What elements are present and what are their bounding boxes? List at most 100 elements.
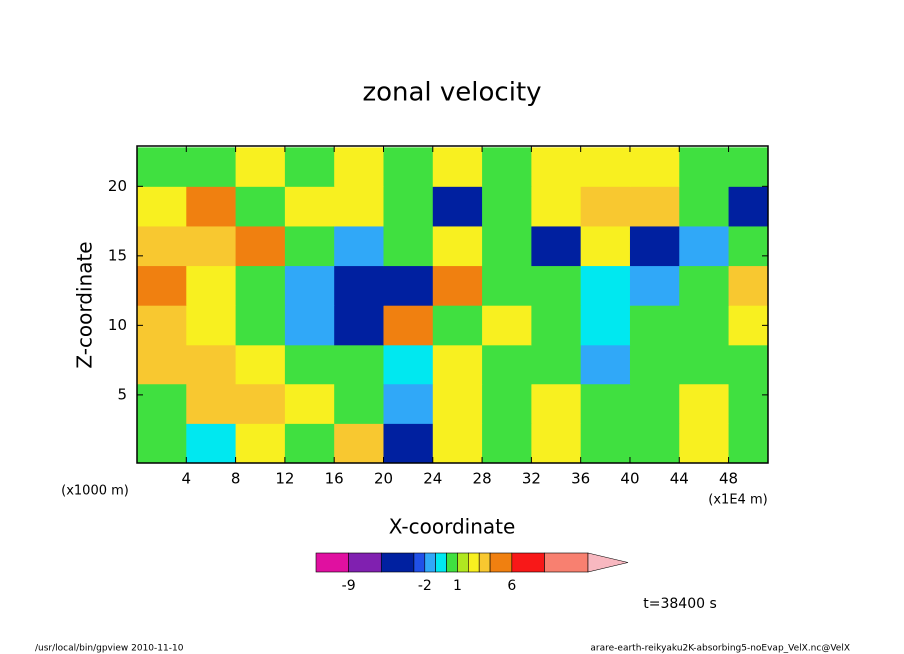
field-cell — [235, 383, 286, 424]
field-cell — [137, 423, 187, 463]
field-cell — [531, 344, 582, 385]
field-cell — [334, 305, 384, 346]
colorbar-swatch — [478, 552, 491, 573]
x-tick-label: 16 — [325, 470, 344, 488]
field-cell — [235, 186, 286, 227]
plot-frame — [136, 145, 769, 464]
field-cell — [679, 383, 730, 424]
field-cell — [728, 305, 768, 346]
y-unit: (x1000 m) — [61, 484, 129, 499]
field-cell — [383, 265, 434, 306]
x-tick-label: 28 — [473, 470, 492, 488]
field-cell — [629, 265, 680, 306]
field-cell — [728, 186, 768, 227]
field-cell — [235, 265, 286, 306]
field-cell — [531, 186, 582, 227]
colorbar-tick-label: -2 — [418, 578, 432, 594]
x-tick-label: 20 — [374, 470, 393, 488]
field-cell — [334, 186, 384, 227]
y-tick-label: 10 — [108, 316, 127, 334]
y-tick-label: 20 — [108, 177, 127, 195]
colorbar-over — [587, 552, 629, 573]
colorbar-swatch — [315, 552, 349, 573]
field-cell — [284, 186, 335, 227]
field-cell — [235, 147, 286, 187]
x-tick-label: 32 — [522, 470, 541, 488]
x-tick-label: 4 — [182, 470, 192, 488]
field-cell — [482, 305, 532, 346]
field-cell — [137, 344, 187, 385]
colorbar-swatch — [468, 552, 480, 573]
field-cell — [531, 423, 582, 463]
field-cell — [383, 147, 434, 187]
colorbar-swatch — [457, 552, 469, 573]
field-cell — [531, 383, 582, 424]
field-cell — [679, 147, 730, 187]
field-cell — [432, 344, 483, 385]
colorbar-swatch — [511, 552, 545, 573]
field-cell — [629, 147, 680, 187]
field-cell — [580, 305, 631, 346]
field-cell — [679, 186, 730, 227]
field-cell — [334, 225, 384, 267]
field-cell — [186, 383, 237, 424]
field-cell — [334, 423, 384, 463]
colorbar-swatch — [413, 552, 426, 573]
field-cell — [432, 225, 483, 267]
x-tick-label: 40 — [620, 470, 639, 488]
x-tick-label: 24 — [423, 470, 442, 488]
field-cell — [679, 423, 730, 463]
field-cell — [482, 344, 532, 385]
field-cell — [186, 265, 237, 306]
field-cell — [284, 344, 335, 385]
field-cell — [235, 305, 286, 346]
colorbar-swatch — [489, 552, 513, 573]
field-cell — [580, 423, 631, 463]
chart-title: zonal velocity — [362, 78, 541, 108]
colorbar-swatch — [544, 552, 589, 573]
field-cell — [482, 423, 532, 463]
field-cell — [383, 225, 434, 267]
field-cell — [186, 344, 237, 385]
field-cell — [629, 423, 680, 463]
x-tick-label: 48 — [719, 470, 738, 488]
field-cell — [580, 147, 631, 187]
field-cell — [284, 423, 335, 463]
field-cell — [482, 383, 532, 424]
field-cell — [284, 225, 335, 267]
field-cell — [679, 265, 730, 306]
colorbar-swatch — [348, 552, 382, 573]
field-cell — [482, 225, 532, 267]
field-cell — [137, 225, 187, 267]
field-cell — [629, 383, 680, 424]
x-unit: (x1E4 m) — [708, 493, 767, 508]
colorbar-swatch — [424, 552, 436, 573]
field-cell — [580, 265, 631, 306]
field-cell — [383, 344, 434, 385]
field-cell — [186, 225, 237, 267]
field-cell — [728, 265, 768, 306]
field-cell — [580, 383, 631, 424]
time-annotation: t=38400 s — [643, 596, 717, 612]
field-cell — [284, 383, 335, 424]
x-axis-label: X-coordinate — [389, 515, 516, 539]
field-cell — [383, 305, 434, 346]
x-tick-label: 44 — [670, 470, 689, 488]
field-cell — [137, 265, 187, 306]
field-cell — [679, 344, 730, 385]
field-cell — [186, 186, 237, 227]
field-cell — [186, 423, 237, 463]
field — [137, 147, 768, 463]
field-cell — [432, 265, 483, 306]
field-cell — [186, 305, 237, 346]
field-cell — [334, 383, 384, 424]
y-tick-label: 15 — [108, 246, 127, 264]
field-cell — [728, 423, 768, 463]
colorbar-tick-label: -9 — [342, 578, 356, 594]
field-cell — [137, 383, 187, 424]
field-cell — [383, 423, 434, 463]
field-cell — [629, 344, 680, 385]
field-cell — [629, 305, 680, 346]
field-cell — [728, 344, 768, 385]
